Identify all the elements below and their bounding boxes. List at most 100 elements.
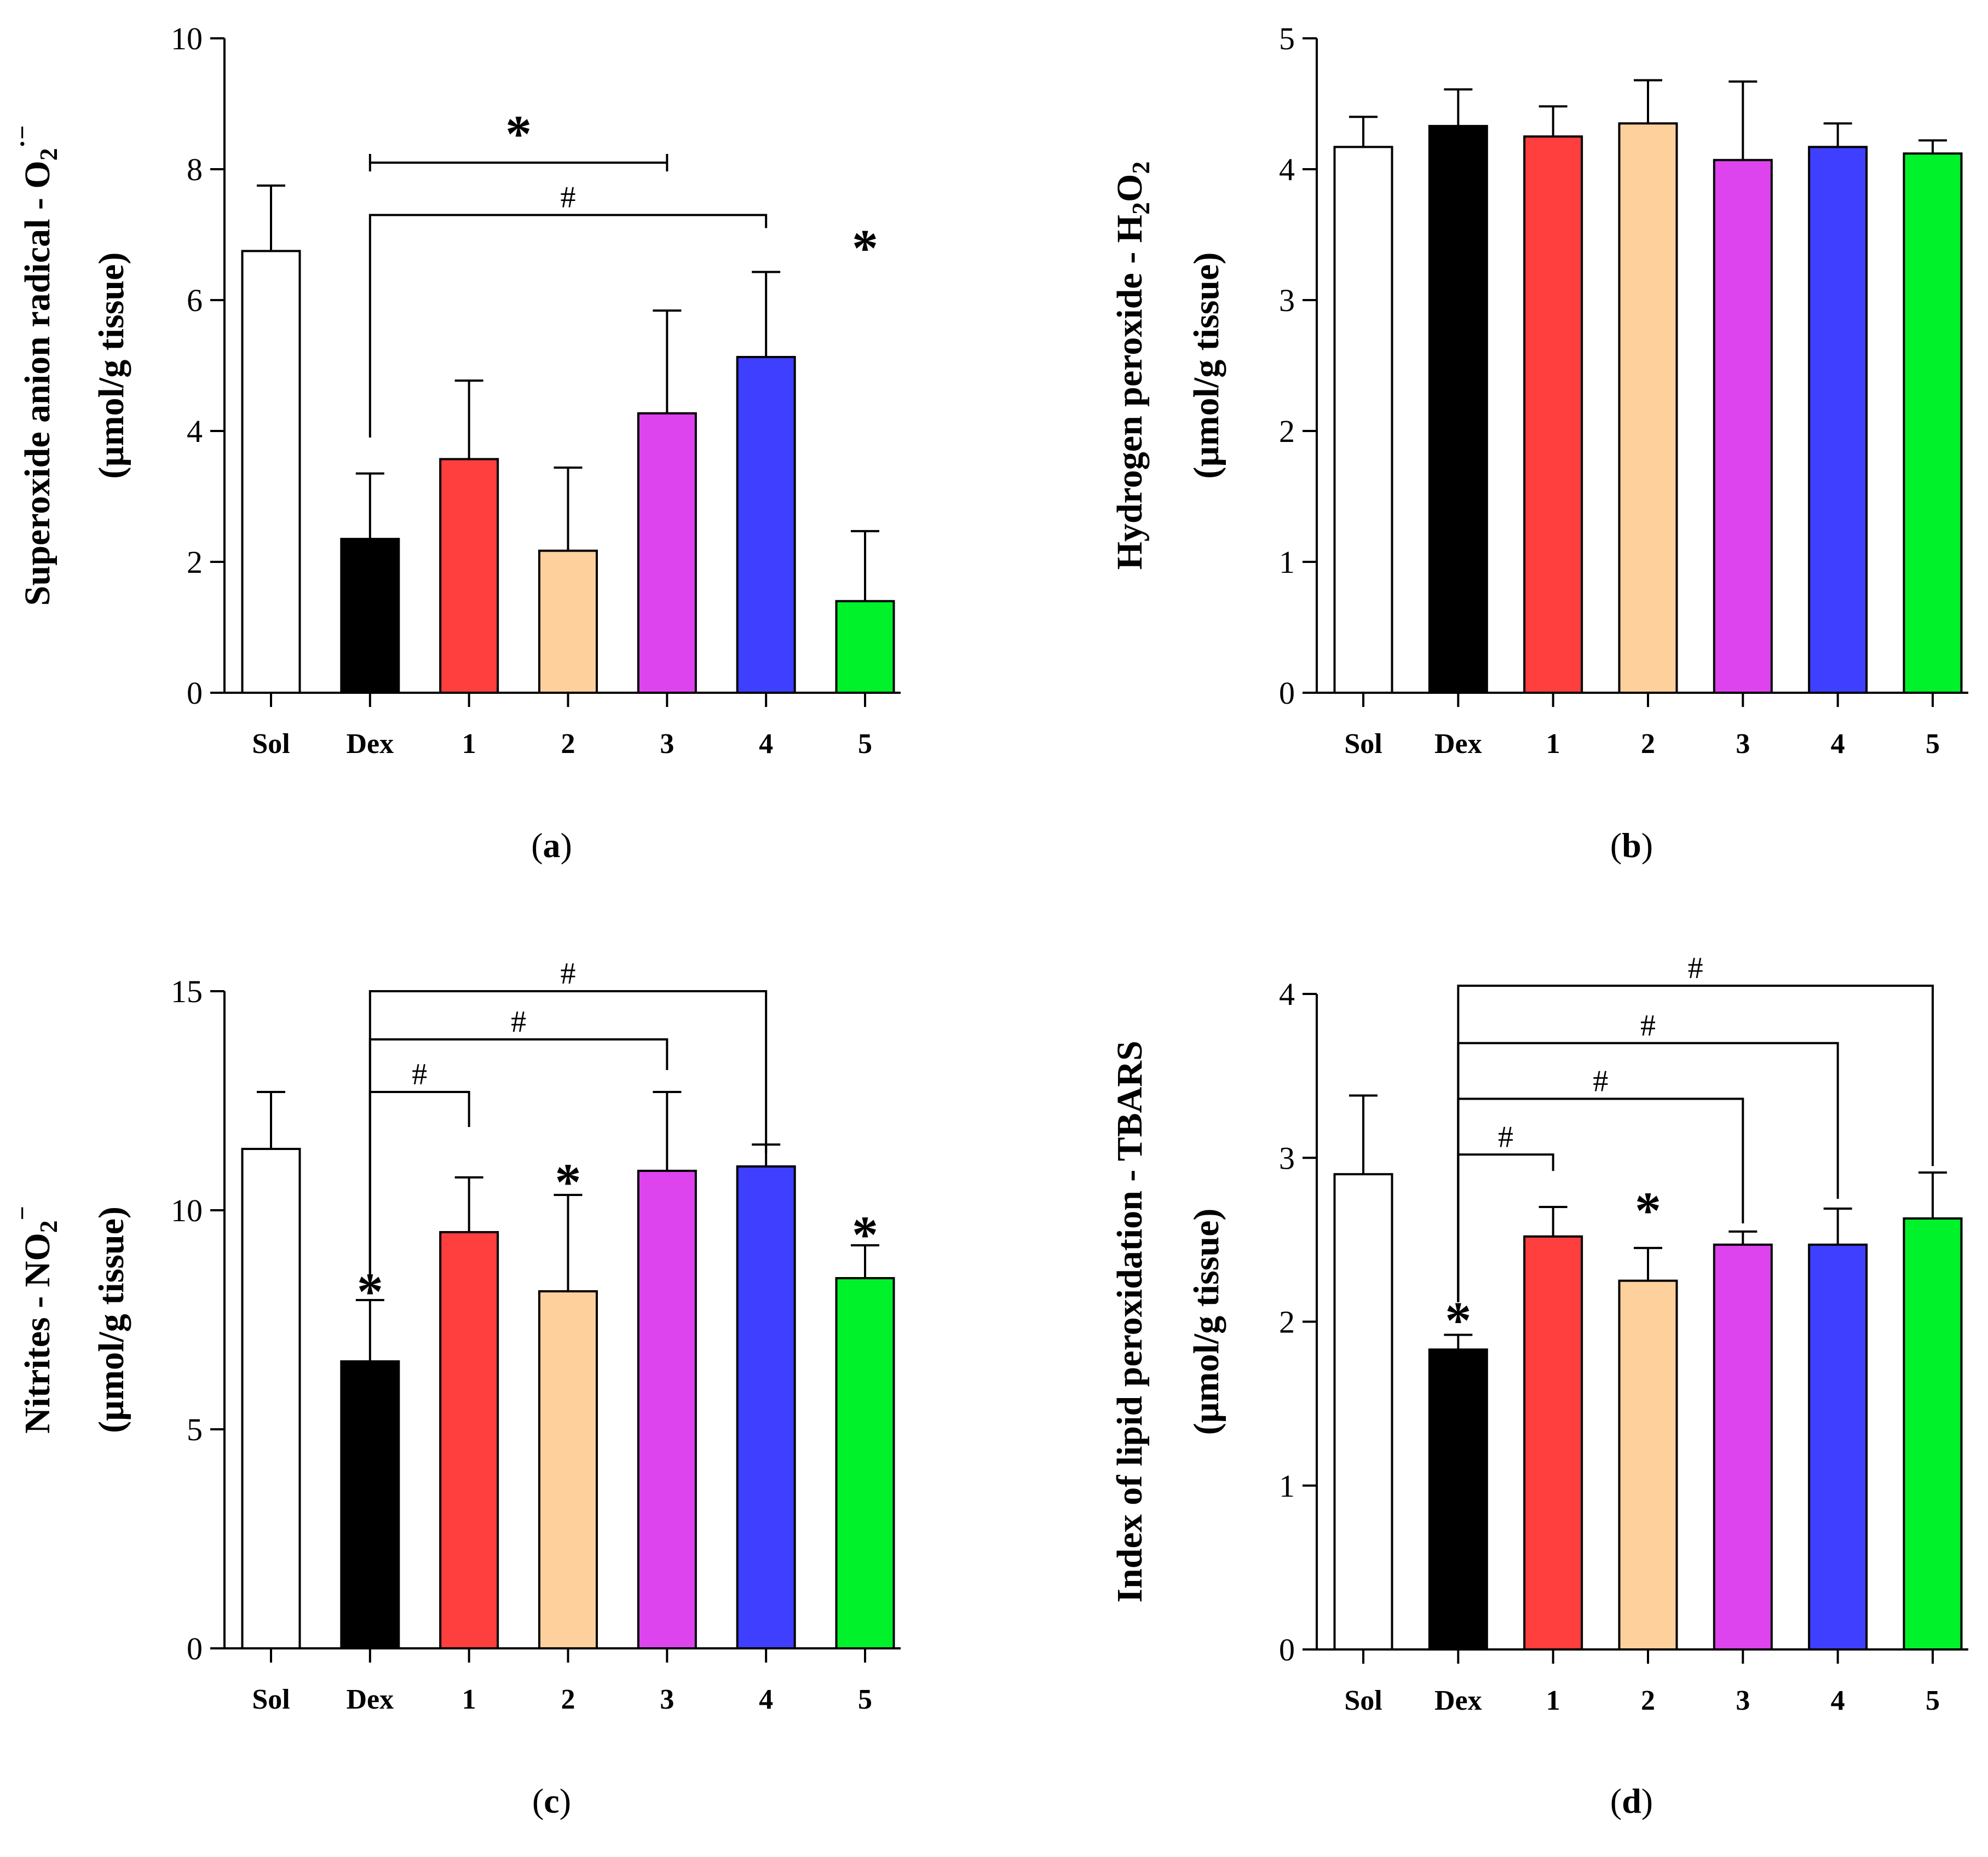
significance-bracket: # — [1457, 1065, 1744, 1302]
bar-3 — [637, 1170, 697, 1649]
category-label-2: 2 — [1641, 728, 1655, 760]
y-axis-label-main: Superoxide anion radical - O — [18, 160, 57, 606]
y-tick-label: 4 — [1279, 152, 1295, 187]
y-tick-label: 0 — [1279, 675, 1295, 711]
category-label-3: 3 — [660, 728, 674, 760]
y-axis-label-main: Index of lipid peroxidation - TBARS — [1110, 1040, 1150, 1602]
significance-label: # — [1640, 1009, 1656, 1043]
category-label-2: 2 — [1641, 1685, 1655, 1716]
panel-label: (a) — [531, 826, 572, 865]
significance-star: * — [555, 1153, 581, 1211]
bar-2 — [538, 549, 598, 694]
category-label-Sol: Sol — [1344, 1685, 1382, 1716]
bar-Sol — [241, 1148, 301, 1649]
category-label-Sol: Sol — [1344, 728, 1382, 760]
significance-label: # — [1498, 1120, 1513, 1154]
bar-1 — [439, 1231, 499, 1649]
bar-5 — [835, 600, 895, 694]
bar-5 — [1903, 1217, 1963, 1651]
bar-2 — [1618, 122, 1678, 694]
y-tick-label: 0 — [187, 1631, 203, 1666]
bar-3 — [1713, 159, 1773, 694]
y-axis-label: Nitrites - NO2− — [8, 1206, 62, 1434]
significance-bracket: # — [1457, 951, 1934, 1302]
significance-star: * — [852, 219, 878, 277]
y-tick-label: 10 — [171, 1193, 203, 1228]
significance-star: * — [357, 1262, 383, 1321]
y-axis-label: Superoxide anion radical - O2·− — [8, 125, 62, 606]
category-label-Sol: Sol — [252, 1684, 290, 1715]
significance-bracket: * — [368, 105, 669, 172]
panel-label: (b) — [1610, 826, 1653, 865]
significance-star: * — [852, 1205, 878, 1264]
category-label-2: 2 — [561, 728, 575, 760]
y-axis-label: Index of lipid peroxidation - TBARS — [1110, 1040, 1150, 1602]
panel-label-letter: d — [1622, 1781, 1641, 1820]
bar-Dex — [1428, 1348, 1488, 1651]
y-tick-label: 8 — [187, 152, 203, 187]
bar-Sol — [1333, 146, 1393, 694]
bar-3 — [1713, 1243, 1773, 1651]
category-label-5: 5 — [1926, 728, 1940, 760]
significance-label: # — [412, 1057, 427, 1091]
panel-label-letter: b — [1622, 826, 1641, 865]
y-tick-label: 0 — [187, 675, 203, 711]
y-tick-label: 6 — [187, 283, 203, 318]
bar-1 — [439, 458, 499, 694]
category-label-5: 5 — [858, 728, 872, 760]
category-label-Dex: Dex — [1434, 1685, 1482, 1716]
significance-label: * — [505, 105, 532, 163]
y-tick-label: 3 — [1279, 283, 1295, 318]
panel-label: (d) — [1610, 1781, 1653, 1820]
panel-label-letter: a — [543, 826, 561, 865]
category-label-3: 3 — [1736, 1685, 1750, 1716]
y-axis-label-main: Hydrogen peroxide - H — [1110, 215, 1150, 570]
bar-Dex — [1428, 125, 1488, 694]
bar-Sol — [1333, 1173, 1393, 1651]
y-tick-label: 5 — [1279, 21, 1295, 56]
y-axis-unit: (µmol/g tissue) — [1186, 1209, 1226, 1435]
y-tick-label: 4 — [1279, 976, 1295, 1012]
bar-1 — [1523, 135, 1583, 694]
panel-label: (c) — [532, 1781, 571, 1820]
category-label-Dex: Dex — [1434, 728, 1482, 760]
bar-Sol — [241, 250, 301, 694]
category-label-4: 4 — [1831, 1685, 1845, 1716]
bar-4 — [736, 355, 796, 694]
significance-bracket: # — [368, 181, 768, 438]
significance-label: # — [511, 1005, 526, 1039]
y-tick-label: 4 — [187, 413, 203, 449]
significance-star: * — [1445, 1291, 1471, 1350]
significance-bracket: # — [368, 957, 768, 1276]
bar-1 — [1523, 1235, 1583, 1651]
y-tick-label: 5 — [187, 1412, 203, 1447]
y-axis-label-sub: 2 — [1127, 202, 1155, 215]
bar-Dex — [340, 1360, 400, 1649]
significance-label: # — [1688, 951, 1703, 985]
panel-label-letter: c — [544, 1781, 559, 1820]
bar-4 — [1808, 146, 1868, 694]
y-axis-unit: (µmol/g tissue) — [1186, 252, 1226, 479]
y-axis-label-main: Nitrites - NO — [18, 1233, 57, 1434]
category-label-4: 4 — [1831, 728, 1845, 760]
significance-bracket: # — [368, 1005, 669, 1276]
bar-5 — [835, 1277, 895, 1649]
y-axis-label-sub: 2 — [34, 148, 62, 160]
category-label-Dex: Dex — [347, 1684, 394, 1715]
category-label-Dex: Dex — [347, 728, 394, 760]
y-axis-unit: (µmol/g tissue) — [91, 1206, 131, 1433]
category-label-3: 3 — [660, 1684, 674, 1715]
category-label-5: 5 — [1926, 1685, 1940, 1716]
category-label-4: 4 — [759, 1684, 773, 1715]
y-tick-label: 15 — [171, 974, 203, 1009]
bar-4 — [736, 1165, 796, 1649]
y-tick-label: 2 — [1279, 413, 1295, 449]
y-axis-label-sub2: 2 — [1127, 162, 1155, 174]
bar-2 — [538, 1290, 598, 1649]
y-tick-label: 2 — [1279, 1304, 1295, 1340]
category-label-2: 2 — [561, 1684, 575, 1715]
y-axis-label: Hydrogen peroxide - H2O2 — [1110, 162, 1155, 570]
